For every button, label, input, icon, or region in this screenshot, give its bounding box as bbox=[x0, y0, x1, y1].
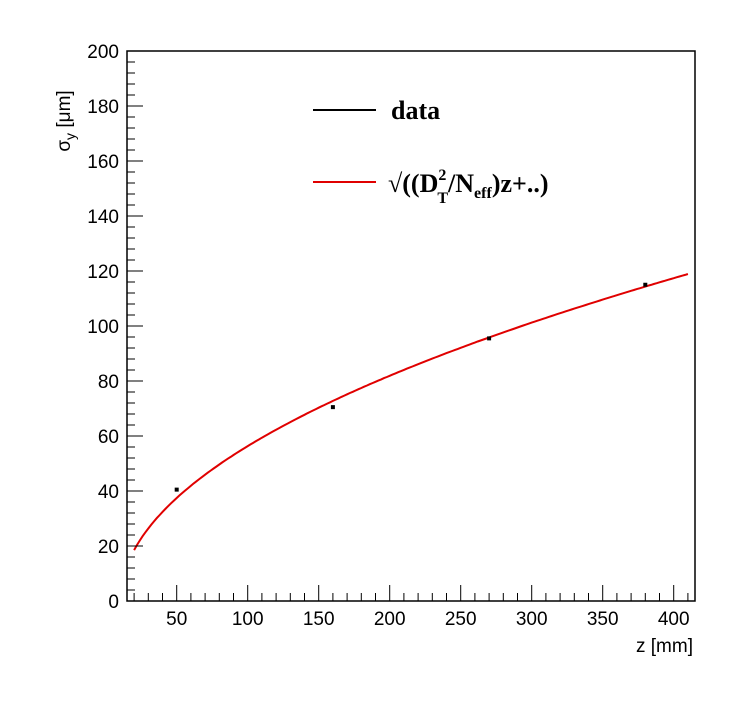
data-point bbox=[174, 487, 179, 492]
y-tick-label: 20 bbox=[98, 537, 119, 558]
y-axis-title: σy [μm] bbox=[54, 90, 78, 151]
y-tick-label: 100 bbox=[87, 317, 119, 338]
y-tick-label: 200 bbox=[87, 42, 119, 63]
x-tick-label: 200 bbox=[374, 609, 406, 630]
data-point bbox=[643, 282, 648, 287]
x-tick-label: 350 bbox=[587, 609, 619, 630]
legend-label-data: data bbox=[391, 96, 440, 125]
y-tick-label: 140 bbox=[87, 207, 119, 228]
y-tick-label: 180 bbox=[87, 97, 119, 118]
data-point bbox=[487, 336, 492, 341]
y-axis-title-symbol: σ bbox=[54, 140, 75, 152]
ticks-layer bbox=[127, 50, 689, 602]
plot-frame bbox=[126, 50, 696, 602]
x-tick-label: 50 bbox=[166, 609, 187, 630]
legend-label-fit: √((D2 T/Neff)z+..) bbox=[388, 167, 548, 207]
x-tick-label: 400 bbox=[658, 609, 690, 630]
y-tick-label: 120 bbox=[87, 262, 119, 283]
x-axis-title: z [mm] bbox=[636, 636, 693, 657]
y-tick-label: 80 bbox=[98, 372, 119, 393]
y-tick-label: 0 bbox=[108, 592, 119, 613]
x-tick-label: 300 bbox=[516, 609, 548, 630]
y-tick-label: 160 bbox=[87, 152, 119, 173]
y-axis-title-sub: y bbox=[62, 133, 78, 140]
y-tick-label: 40 bbox=[98, 482, 119, 503]
y-axis-title-unit: [μm] bbox=[54, 90, 75, 133]
points-layer bbox=[174, 282, 648, 492]
tick-labels: 50 100 150 200 250 300 350 400 0 20 40 60 80 100 120 14… bbox=[87, 42, 689, 630]
x-tick-label: 100 bbox=[232, 609, 264, 630]
data-point bbox=[330, 405, 335, 410]
fit-layer bbox=[133, 273, 689, 551]
y-tick-label: 60 bbox=[98, 427, 119, 448]
x-tick-label: 150 bbox=[303, 609, 335, 630]
fit-curve bbox=[133, 273, 689, 551]
x-tick-label: 250 bbox=[445, 609, 477, 630]
legend: data √((D2 T/Neff)z+..) bbox=[313, 96, 548, 207]
